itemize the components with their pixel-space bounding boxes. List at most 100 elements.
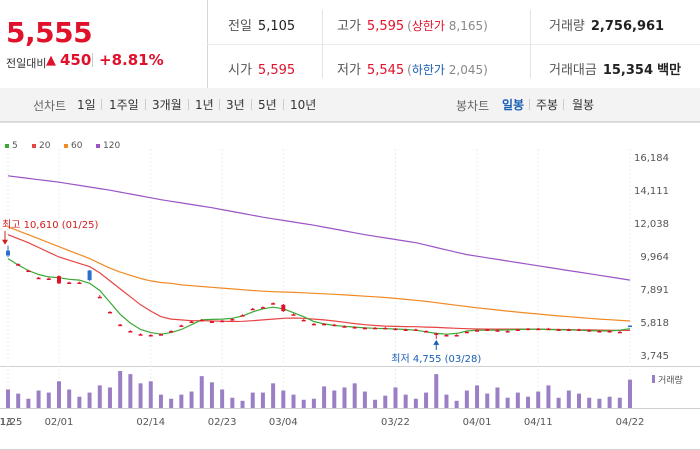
line-chart-label: 선차트 [33,99,67,113]
divider [207,44,700,45]
candle-body [393,328,398,331]
candle-body [220,320,225,323]
volume-bar [597,398,602,408]
stat-value: 5,545 [366,63,405,78]
volume-bar [189,391,194,408]
tab-candle-weekly[interactable]: 주봉 [536,98,559,112]
candle-body [505,331,510,333]
x-tick-label: 04/01 [463,417,492,428]
candle-body [87,270,92,281]
candle-body [311,323,316,326]
tab-line-10y[interactable]: 10년 [290,98,317,112]
current-price: 5,555 [6,16,93,49]
tab-candle-daily[interactable]: 일봉 [502,98,525,112]
candle-body [556,329,561,331]
x-tick-label: 04/22 [616,417,645,428]
candle-body [36,277,41,280]
volume-bar [240,400,245,408]
stat-value: 5,105 [257,19,296,34]
limit-label: 상한가 [411,19,445,33]
volume-bar [56,381,61,408]
divider [283,99,284,110]
tab-line-3y[interactable]: 3년 [226,98,245,112]
volume-bar [291,394,296,408]
candle-chart-label: 봉차트 [456,99,490,113]
volume-bar [495,387,500,408]
tab-line-1d[interactable]: 1일 [77,98,96,112]
candle-body [158,334,163,336]
volume-bar [628,379,632,408]
volume-bar [199,376,204,408]
limit-label: 하한가 [411,63,445,77]
volume-bar [515,392,520,408]
volume-bar [36,390,41,408]
candle-body [189,321,194,323]
volume-legend-swatch [652,375,655,383]
tab-candle-monthly[interactable]: 월봉 [572,98,595,112]
volume-bar [46,392,51,408]
tab-line-3m[interactable]: 3개월 [152,98,182,112]
volume-bar [373,399,378,408]
candle-body [403,329,408,331]
candle-body [322,323,327,326]
min-price-label: 최저 4,755 (03/28) [391,353,481,365]
candle-body [434,333,439,335]
x-tick-label: 03/04 [269,417,298,428]
min-arrow-head [433,339,440,345]
tab-line-5y[interactable]: 5년 [258,98,277,112]
candle-body [607,331,612,333]
volume-bar [220,389,225,408]
stat-amount: 거래대금 15,354 백만 [549,59,681,78]
volume-bar [454,400,459,408]
legend-swatch [96,143,100,148]
stat-value: 5,595 [366,19,405,34]
y-tick-label: 5,818 [640,318,669,329]
candle-body [230,319,235,321]
volume-bar [107,387,112,408]
y-tick-label: 9,964 [640,252,669,263]
price-chart: 5 20 60 120 16,184 14,111 12,038 9,964 7,891… [0,122,700,450]
volume-bar [77,396,82,408]
candle-body [138,334,143,336]
volume-bar [587,397,592,408]
candle-body [546,328,551,331]
tab-line-1y[interactable]: 1년 [195,98,214,112]
tab-line-1w[interactable]: 1주일 [109,98,139,112]
candle-body [6,250,10,256]
volume-bar [67,389,72,408]
volume-bar [138,383,143,408]
volume-bar [322,386,327,408]
stat-high: 고가 5,595 (상한가 8,165) [337,19,488,34]
up-arrow-icon: ▲ [46,53,56,68]
volume-bar [577,393,582,408]
candle-body [56,276,61,284]
candle-body [260,307,265,309]
x-tick-label: 02/23 [208,417,237,428]
candle-body [597,331,602,333]
legend-swatch [64,143,68,148]
candle-body [617,331,622,334]
volume-bar [413,398,418,408]
divider [145,99,146,110]
stat-label: 저가 [337,63,361,78]
volume-bar [281,390,286,408]
candle-body [281,304,286,312]
candle-body [179,325,184,327]
max-arrow-head [2,239,8,245]
volume-bar [26,398,31,408]
candle-body [526,328,531,331]
volume-bar [209,382,214,408]
candle-body [587,330,592,332]
candle-body [485,329,490,331]
candle-body [424,331,429,333]
divider [530,10,531,78]
candle-body [107,311,112,314]
stat-value: 5,595 [257,63,296,78]
candle-body [250,308,255,311]
volume-bar [485,393,490,408]
candle-body [209,321,214,323]
ma60-line [7,226,631,322]
candle-body [373,327,378,330]
volume-legend-label: 거래량 [658,374,683,386]
volume-bar [16,393,21,408]
